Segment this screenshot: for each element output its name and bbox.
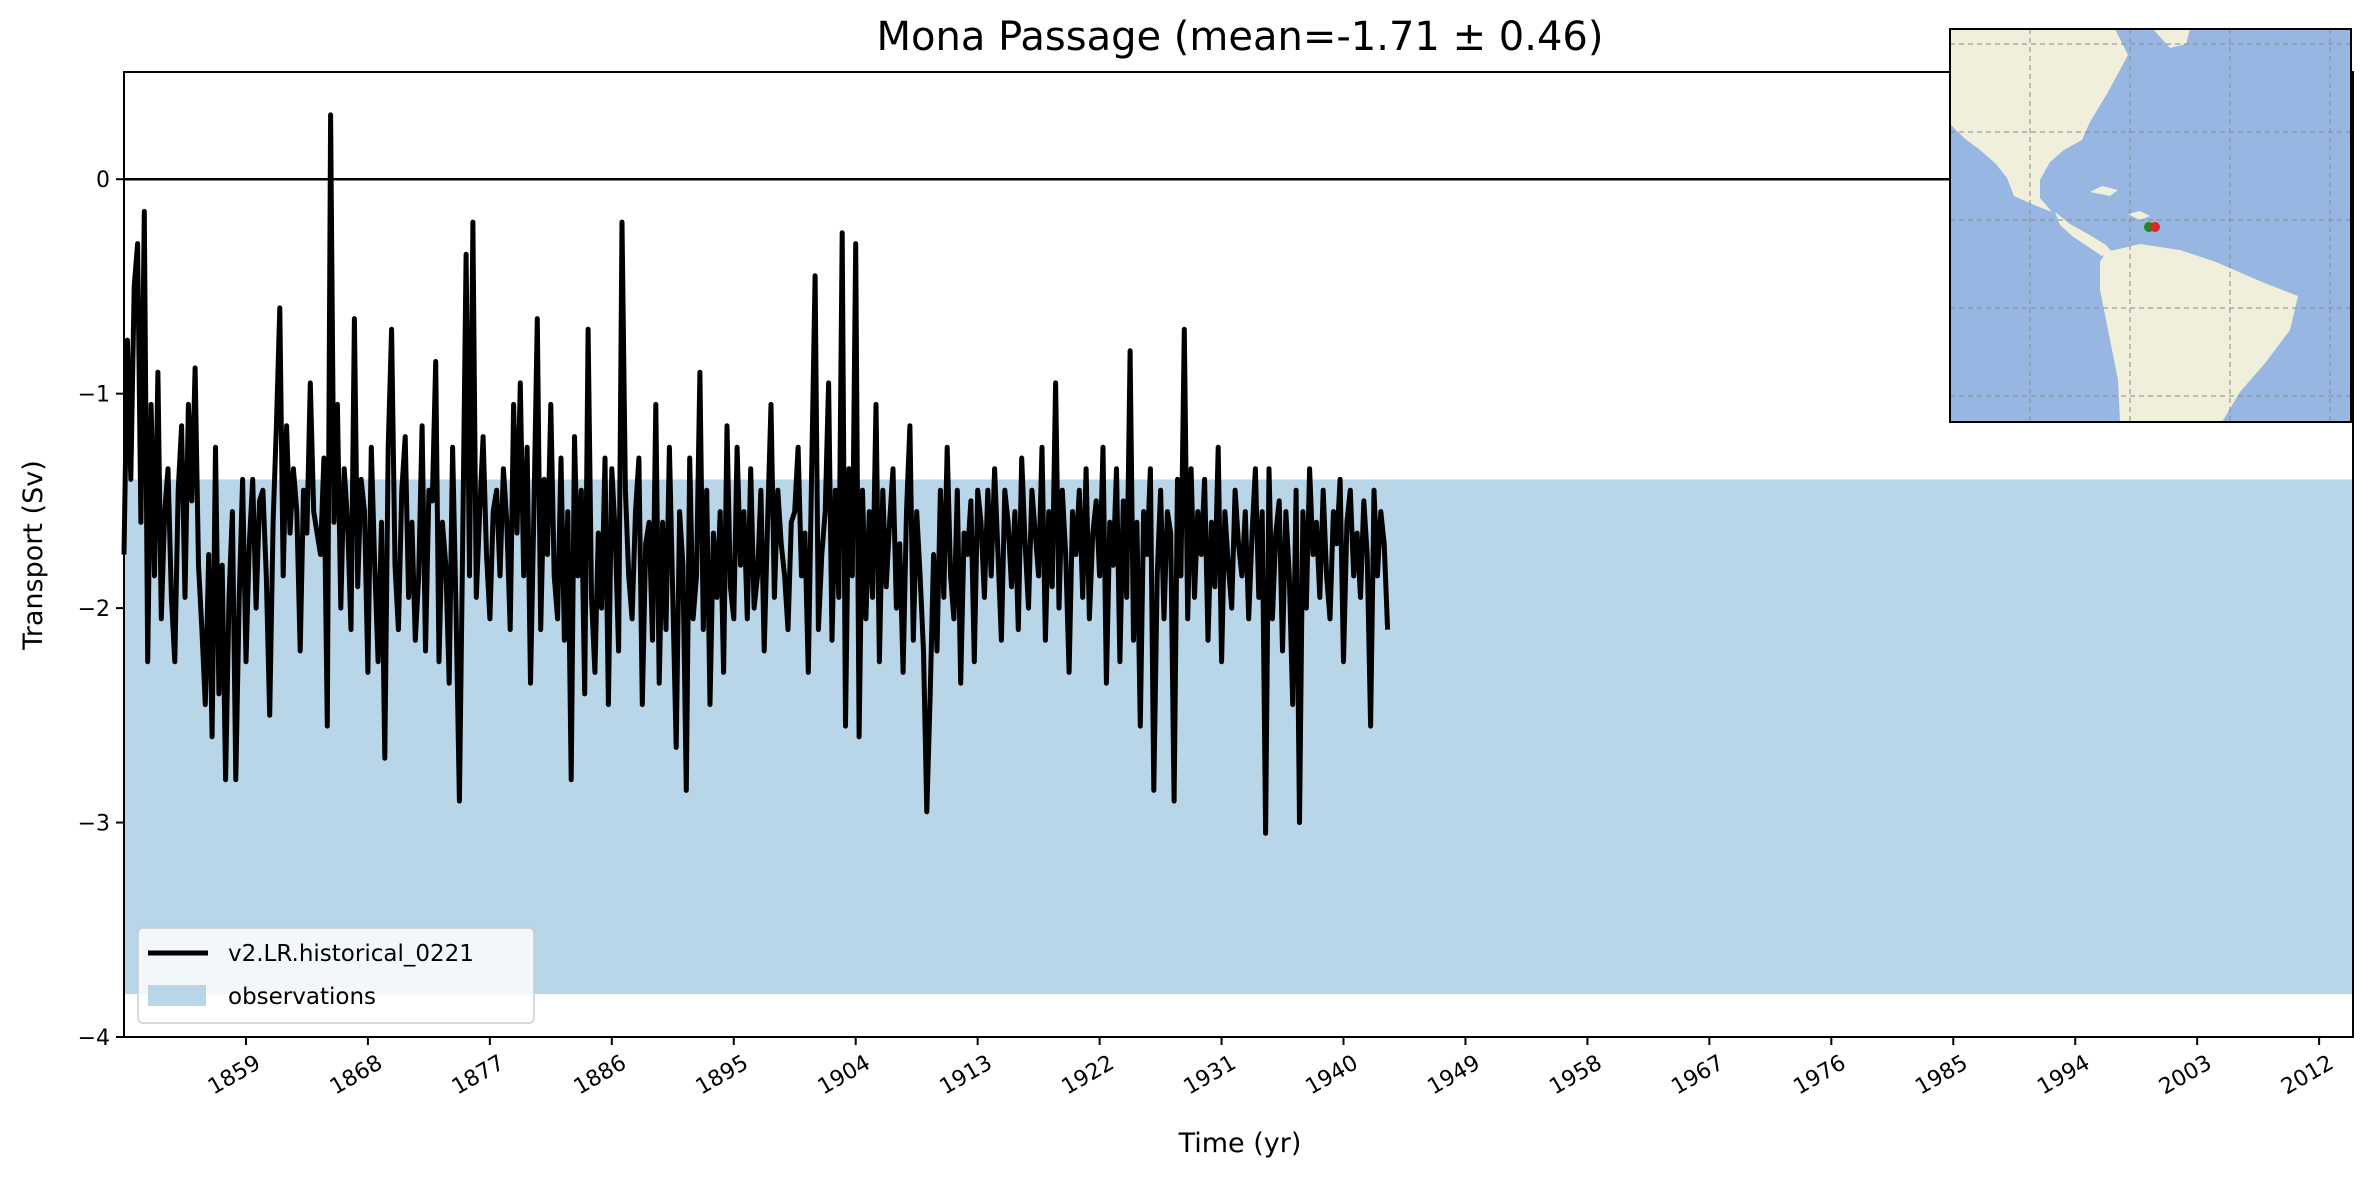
hispaniola-island bbox=[2128, 211, 2150, 220]
x-tick-label: 2003 bbox=[2155, 1051, 2216, 1101]
x-tick-label: 2012 bbox=[2277, 1051, 2338, 1101]
x-tick-label: 1931 bbox=[1180, 1051, 1241, 1101]
plot-area bbox=[121, 71, 2354, 1038]
chart-title: Mona Passage (mean=-1.71 ± 0.46) bbox=[877, 14, 1604, 60]
x-tick-label: 1922 bbox=[1058, 1051, 1119, 1101]
y-tick-label: 0 bbox=[96, 168, 110, 193]
x-tick-label: 1994 bbox=[2033, 1051, 2094, 1101]
south-america-landmass bbox=[2100, 244, 2298, 422]
x-tick-label: 1913 bbox=[936, 1051, 997, 1101]
y-tick-label: −3 bbox=[78, 812, 110, 837]
plot-frame bbox=[123, 71, 2354, 1038]
legend-observations-swatch bbox=[148, 985, 206, 1006]
y-tick-label: −1 bbox=[78, 383, 110, 408]
inset-map bbox=[1949, 28, 2352, 423]
central-america-landmass bbox=[2055, 212, 2112, 256]
y-tick-label: −2 bbox=[78, 597, 110, 622]
legend-observations-label: observations bbox=[228, 984, 376, 1010]
x-tick-label: 1859 bbox=[204, 1051, 265, 1101]
x-axis-label: Time (yr) bbox=[1178, 1128, 1302, 1159]
legend: v2.LR.historical_0221 observations bbox=[137, 927, 535, 1024]
legend-box bbox=[137, 927, 535, 1024]
cuba-island bbox=[2090, 186, 2118, 196]
x-tick-label: 1949 bbox=[1423, 1051, 1484, 1101]
map-land bbox=[1950, 29, 2298, 422]
x-tick-label: 1958 bbox=[1545, 1051, 1606, 1101]
section-end-marker bbox=[2150, 222, 2160, 232]
x-tick-label: 1976 bbox=[1789, 1051, 1850, 1101]
x-tick-label: 1985 bbox=[1911, 1051, 1972, 1101]
x-tick-label: 1967 bbox=[1667, 1051, 1728, 1101]
series-layer bbox=[121, 112, 1391, 836]
x-axis: 1859 1868 1877 1886 1895 1904 1913 1922 1931 1940… bbox=[204, 1037, 2338, 1100]
y-tick-label: −4 bbox=[78, 1026, 110, 1051]
y-axis-label: Transport (Sv) bbox=[18, 460, 49, 650]
inset-map-frame bbox=[1949, 28, 2352, 423]
x-tick-label: 1877 bbox=[448, 1051, 509, 1101]
x-tick-label: 1895 bbox=[692, 1051, 753, 1101]
legend-series-label: v2.LR.historical_0221 bbox=[228, 941, 474, 967]
greenland-tip bbox=[2153, 29, 2190, 48]
map-gridlines bbox=[1950, 29, 2351, 422]
x-tick-label: 1886 bbox=[570, 1051, 631, 1101]
x-tick-label: 1904 bbox=[814, 1051, 875, 1101]
y-axis: 0 −1 −2 −3 −4 bbox=[78, 168, 124, 1051]
x-tick-label: 1868 bbox=[326, 1051, 387, 1101]
x-tick-label: 1940 bbox=[1302, 1051, 1363, 1101]
north-america-landmass bbox=[1950, 29, 2128, 212]
series-line-0 bbox=[121, 112, 1391, 836]
